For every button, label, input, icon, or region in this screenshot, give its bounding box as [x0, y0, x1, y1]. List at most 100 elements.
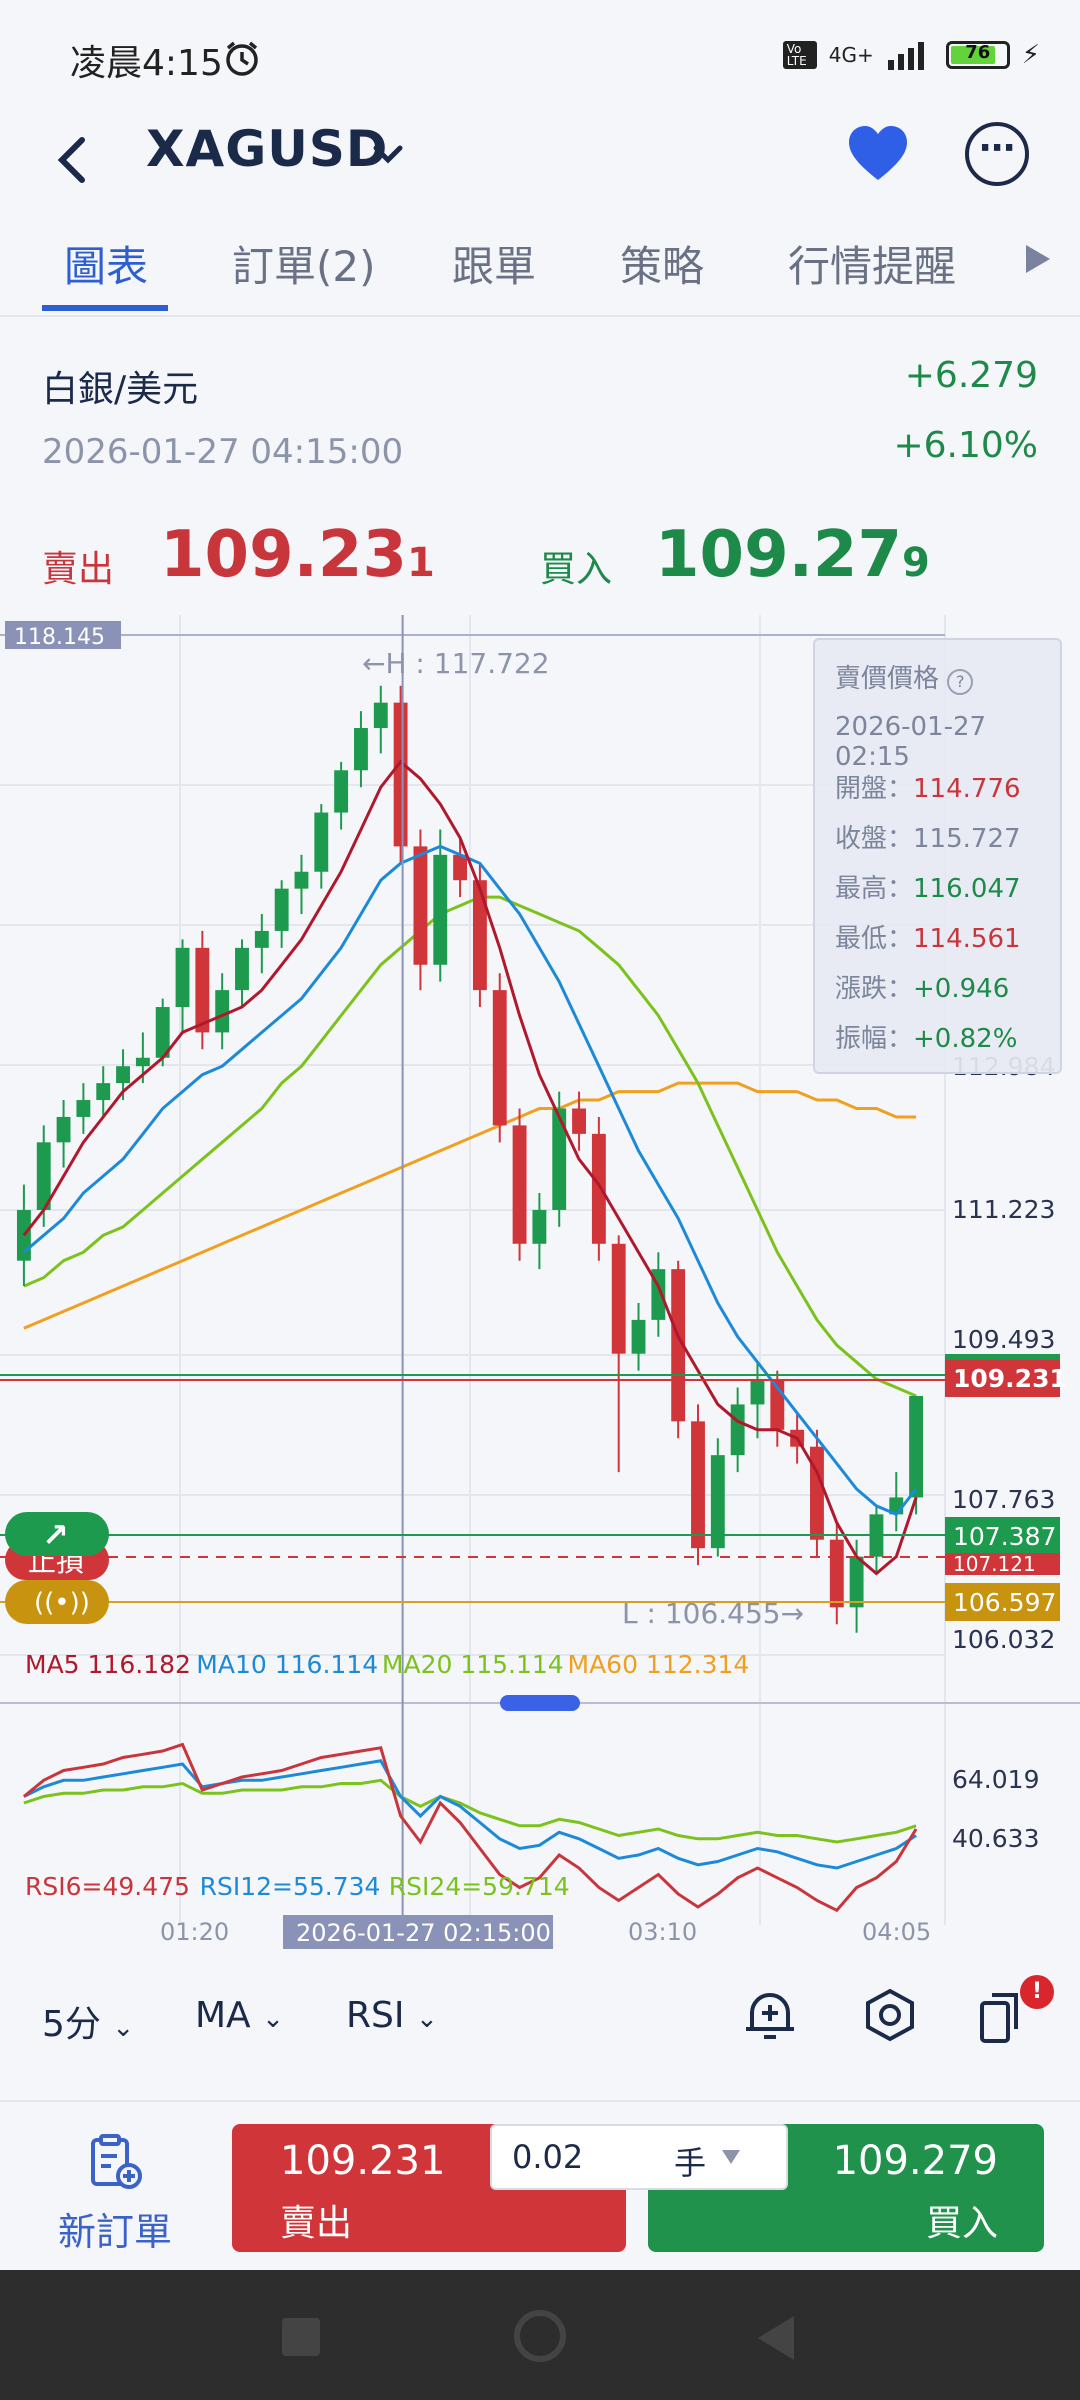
order-bar: 新訂單 109.231 賣出 109.279 買入 0.02 手 [0, 2100, 1080, 2272]
new-order-button[interactable]: 新訂單 [40, 2132, 190, 2256]
status-time: 凌晨4:15 [70, 43, 223, 84]
candle-body [235, 947, 249, 991]
rsi-axis-tick: 40.633 [952, 1824, 1039, 1853]
indicator-selector[interactable]: MA ⌄ [195, 1995, 284, 2036]
clipboard-add-icon [91, 2134, 142, 2189]
tooltip-amplitude: 振幅：+0.82% [835, 1024, 1018, 1054]
tooltip-title: 賣價價格 ? [835, 658, 974, 695]
volte-icon: Vo LTE [782, 41, 817, 69]
ma-legend-item: MA60 112.314 [568, 1650, 750, 1679]
candle-body [810, 1446, 824, 1540]
ma-legend-item: MA5 116.182 [25, 1650, 191, 1679]
signal-icon [887, 42, 924, 70]
candle-body [334, 770, 349, 813]
candle-body [909, 1395, 924, 1498]
settings-hexagon-icon[interactable] [860, 1985, 920, 2045]
sell-button-label: 賣出 [280, 2203, 353, 2244]
nav-back-icon[interactable] [758, 2316, 794, 2360]
candle-body [314, 812, 329, 872]
symbol-title[interactable]: XAGUSD [146, 120, 389, 178]
rotate-screen-icon[interactable] [978, 1989, 1028, 2045]
unit-dropdown-icon[interactable] [722, 2150, 740, 2164]
back-icon[interactable] [52, 132, 92, 188]
x-axis-tick: 03:10 [628, 1918, 697, 1946]
candle-body [750, 1379, 765, 1405]
rsi6-line [22, 1742, 918, 1913]
candle-body [96, 1083, 111, 1101]
buy-price-tag [945, 1354, 1060, 1360]
price-change-pct: +6.10% [893, 425, 1038, 466]
candle-body [354, 728, 368, 771]
tooltip-date: 2026-01-27 02:15 [835, 712, 987, 772]
candle-body [36, 1142, 51, 1210]
take-profit-label: 107.387 [953, 1522, 1056, 1551]
status-icons: Vo LTE 4G+ 76 ⚡ [782, 40, 1040, 70]
rsi24-line [23, 1778, 917, 1844]
tab-chart[interactable]: 圖表 [64, 242, 149, 291]
rsi-legend-item: RSI6=49.475 [25, 1872, 190, 1901]
quantity-value: 0.02 [512, 2138, 584, 2176]
tab-price-alert[interactable]: 行情提醒 [788, 242, 957, 291]
top-marker-label: 118.145 [14, 625, 105, 650]
instrument-name: 白銀/美元 [42, 369, 199, 410]
tab-strategy[interactable]: 策略 [620, 242, 705, 291]
nav-recents-icon[interactable] [282, 2318, 320, 2356]
ma-legend-item: MA10 116.114 [196, 1650, 378, 1679]
rsi-axis-tick: 64.019 [952, 1765, 1039, 1794]
candle-body [631, 1319, 646, 1354]
candle-body [691, 1421, 705, 1549]
tab-active-indicator [42, 305, 168, 311]
chevron-down-icon: ⌄ [262, 2004, 284, 2034]
tooltip-open: 開盤：114.776 [835, 774, 1021, 804]
candle-body [56, 1116, 71, 1143]
candle-body [76, 1100, 91, 1117]
candle-body [373, 702, 388, 729]
price-axis-tick: 111.223 [952, 1195, 1055, 1224]
candle-body [116, 1066, 130, 1084]
price-axis-tick: 109.493 [952, 1325, 1055, 1354]
quantity-unit: 手 [674, 2144, 707, 2182]
rsi-legend-item: RSI24=59.714 [389, 1872, 570, 1901]
ma60-line [23, 1081, 917, 1330]
chevron-down-icon[interactable] [370, 140, 406, 170]
sub-indicator-selector[interactable]: RSI ⌄ [346, 1995, 438, 2036]
status-bar: 凌晨4:15 Vo LTE 4G+ 76 ⚡ [0, 0, 1080, 110]
quantity-input[interactable]: 0.02 手 [490, 2124, 788, 2190]
candle-body [492, 990, 507, 1126]
candle-body [453, 854, 468, 881]
ma-legend-item: MA20 115.114 [382, 1650, 564, 1679]
period-selector[interactable]: 5分 ⌄ [42, 2004, 135, 2045]
candle-body [135, 1057, 150, 1067]
candle-body [710, 1455, 725, 1549]
high-annotation: ←H : 117.722 [362, 647, 550, 680]
candle-body [671, 1269, 686, 1422]
sell-button-price: 109.231 [280, 2138, 446, 2184]
tab-orders[interactable]: 訂單(2) [232, 242, 376, 291]
buy-button-label: 買入 [925, 2203, 998, 2244]
favorite-heart-icon[interactable] [845, 122, 911, 188]
candle-body [611, 1243, 626, 1354]
tooltip-change: 漲跌：+0.946 [835, 974, 1010, 1004]
candle-body [215, 990, 230, 1033]
rsi-legend-item: RSI12=55.734 [200, 1872, 381, 1901]
chevron-down-icon: ⌄ [415, 2004, 438, 2034]
chart-toolbar: 5分 ⌄ MA ⌄ RSI ⌄ ! [0, 1975, 1080, 2075]
candle-body [552, 1108, 567, 1210]
x-axis-tick: 01:20 [160, 1918, 229, 1946]
tab-copy-trade[interactable]: 跟單 [452, 242, 537, 291]
crosshair-time-tag [283, 1915, 553, 1949]
nav-home-icon[interactable] [514, 2310, 566, 2362]
tab-scroll-right-icon[interactable] [1026, 245, 1050, 273]
system-nav-bar [0, 2270, 1080, 2400]
buy-label: 買入 [540, 549, 613, 590]
stop-loss-value: 107.121 [953, 1552, 1036, 1576]
tooltip-close: 收盤：115.727 [835, 824, 1021, 854]
current-price-label: 109.231 [953, 1364, 1067, 1393]
more-menu-icon[interactable]: ⋯ [965, 122, 1029, 186]
charging-icon: ⚡ [1021, 40, 1040, 70]
add-alert-icon[interactable] [740, 1985, 800, 2045]
candle-body [730, 1404, 745, 1456]
candle-body [829, 1539, 844, 1608]
tooltip-high: 最高：116.047 [835, 874, 1021, 904]
